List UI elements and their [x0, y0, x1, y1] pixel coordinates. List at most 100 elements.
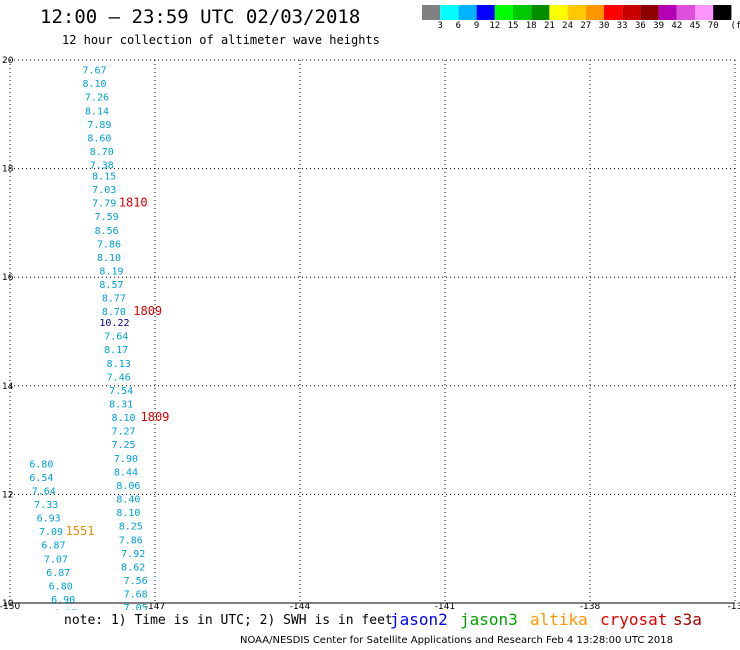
- wave-height-value: 8.70: [90, 147, 114, 158]
- wave-height-value: 7.90: [114, 454, 138, 465]
- wave-height-value: 8.56: [95, 226, 119, 237]
- y-tick-label: 10: [2, 599, 14, 609]
- color-scale-label: 42: [671, 21, 683, 31]
- color-scale-label: 12: [489, 21, 501, 31]
- color-scale-label: 70: [707, 21, 719, 31]
- wave-height-value: 8.77: [102, 294, 126, 305]
- color-scale-label: 45: [689, 21, 701, 31]
- x-tick-label: -138: [580, 602, 601, 610]
- y-tick-label: 20: [2, 56, 14, 66]
- wave-height-value: 7.27: [112, 427, 136, 438]
- wave-height-value: 7.89: [87, 120, 111, 131]
- map-plot: -150 -147 -144 -141 -138 -13 10 12 14 16 18 20 7.67 8…: [0, 56, 740, 610]
- y-tick-label: 12: [2, 490, 13, 500]
- color-scale-label: 36: [634, 21, 646, 31]
- wave-height-value: 6.54: [29, 473, 53, 484]
- wave-height-value: 8.62: [121, 562, 145, 573]
- wave-height-value: 8.44: [114, 467, 138, 478]
- color-swatch: [531, 5, 550, 20]
- wave-height-value: 6.87: [46, 568, 70, 579]
- wave-height-value: 8.17: [104, 345, 128, 356]
- x-tick-label: -141: [435, 602, 455, 610]
- pass-time-label: 1810: [119, 196, 148, 210]
- wave-height-value: 7.46: [107, 372, 131, 383]
- pass-time-label: 1551: [66, 524, 95, 538]
- wave-height-value: 7.64: [32, 486, 56, 497]
- wave-height-value: 7.33: [34, 500, 58, 511]
- color-scale-bar: [422, 5, 732, 20]
- wave-height-value: 7.05: [124, 603, 148, 610]
- wave-height-value: 7.59: [95, 212, 119, 223]
- color-swatch: [458, 5, 477, 20]
- color-swatch: [713, 5, 732, 20]
- color-scale-label: 21: [543, 21, 555, 31]
- credit-line: NOAA/NESDIS Center for Satellite Applica…: [240, 635, 673, 646]
- color-scale-label: 33: [616, 21, 628, 31]
- x-tick-label: -147: [145, 602, 165, 610]
- wave-height-value: 8.57: [99, 280, 123, 291]
- x-tick-label: -150: [0, 602, 20, 610]
- wave-height-value: 7.25: [112, 440, 136, 451]
- color-swatch: [658, 5, 677, 20]
- color-swatch: [585, 5, 604, 20]
- wave-height-value: 7.79: [92, 199, 116, 210]
- color-scale-label: 24: [562, 21, 574, 31]
- wave-height-value: 7.56: [124, 576, 148, 587]
- wave-height-value: 8.25: [119, 522, 143, 533]
- wave-height-value: 8.15: [92, 171, 116, 182]
- wave-height-value: 8.10: [116, 508, 140, 519]
- y-tick-label: 16: [2, 273, 14, 283]
- color-swatch: [476, 5, 495, 20]
- legend-jason3: jason3: [460, 610, 518, 629]
- color-swatch: [604, 5, 623, 20]
- wave-height-value: 8.40: [116, 495, 140, 506]
- wave-height-value: 6.93: [37, 514, 61, 525]
- legend-cryosat: cryosat: [600, 610, 668, 629]
- color-swatch: [513, 5, 532, 20]
- pass-time-label: 1809: [133, 304, 162, 318]
- y-tick-label: 14: [2, 382, 14, 392]
- color-scale-unit: (ft): [730, 21, 740, 31]
- color-swatch: [640, 5, 659, 20]
- x-tick-label: -144: [290, 602, 311, 610]
- wave-height-value: 8.10: [83, 79, 107, 90]
- pass-time-label: 1809: [141, 410, 170, 424]
- wave-height-value: 7.54: [109, 386, 133, 397]
- wave-height-value: 8.60: [87, 133, 111, 144]
- wave-height-value: 6.90: [51, 595, 75, 606]
- wave-height-value: 8.06: [116, 481, 140, 492]
- color-swatch: [422, 5, 441, 20]
- wave-height-value: 7.26: [85, 93, 109, 104]
- map-subtitle: 12 hour collection of altimeter wave hei…: [62, 33, 380, 47]
- color-swatch: [440, 5, 459, 20]
- wave-height-value: 10.22: [99, 318, 129, 329]
- color-scale-label: 30: [598, 21, 610, 31]
- wave-height-value: 7.86: [119, 535, 143, 546]
- wave-height-value: 7.92: [121, 549, 145, 560]
- wave-height-value: 7.86: [97, 239, 121, 250]
- color-scale-label: 15: [507, 21, 519, 31]
- color-scale-label: 9: [473, 21, 480, 31]
- x-tick-label: -13: [728, 602, 740, 610]
- wave-height-value: 8.13: [107, 359, 131, 370]
- wave-height-value: 8.19: [99, 266, 123, 277]
- color-scale-label: 18: [525, 21, 537, 31]
- wave-height-value: 7.07: [44, 554, 68, 565]
- color-swatch: [676, 5, 695, 20]
- wave-height-value: 7.68: [124, 590, 148, 601]
- y-tick-label: 18: [2, 165, 14, 175]
- color-swatch: [494, 5, 513, 20]
- color-scale-label: 27: [580, 21, 592, 31]
- units-note: note: 1) Time is in UTC; 2) SWH is in fe…: [64, 613, 393, 628]
- wave-height-value: 8.10: [112, 413, 136, 424]
- legend-jason2: jason2: [390, 610, 448, 629]
- wave-height-value: 7.09: [39, 527, 63, 538]
- color-scale-label: 3: [437, 21, 443, 31]
- color-swatch: [695, 5, 714, 20]
- wave-height-value: 8.14: [85, 106, 109, 117]
- legend-altika: altika: [530, 610, 588, 629]
- wave-height-value: 7.38: [90, 161, 114, 172]
- color-scale-label: 6: [455, 21, 462, 31]
- wave-height-value: 6.87: [41, 541, 65, 552]
